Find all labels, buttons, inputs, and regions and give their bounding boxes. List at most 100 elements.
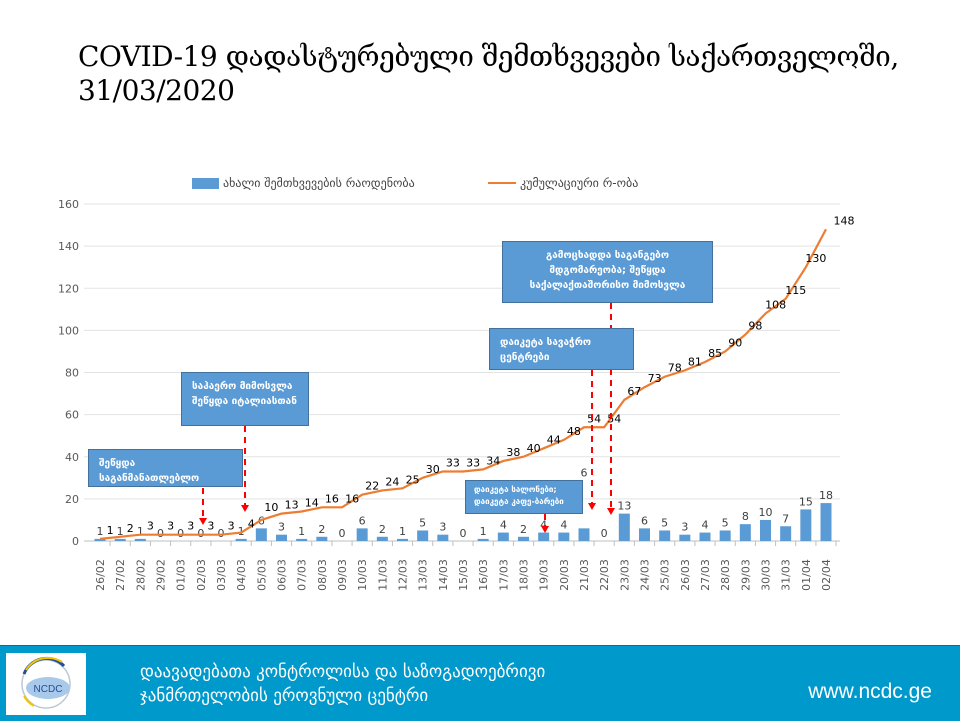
ncdc-logo: NCDC [6,653,86,715]
bar-value-label: 0 [339,527,346,540]
x-tick-label: 27/02 [114,559,127,591]
bar-value-label: 3 [278,521,285,534]
website-link[interactable]: www.ncdc.ge [808,680,932,703]
y-tick-label: 140 [58,240,79,253]
line-value-label: 67 [627,385,641,398]
bar-value-label: 1 [137,525,144,538]
bar [820,503,832,541]
bar [114,538,126,541]
bar [578,528,590,541]
bar [699,532,711,541]
x-tick-label: 08/03 [316,559,329,591]
x-tick-label: 10/03 [356,559,369,591]
svg-text:NCDC: NCDC [34,684,63,695]
bar [417,530,429,541]
line-value-label: 44 [547,433,561,446]
annotation-malls-closed: დაიკეტა სავაჭრო ცენტრები [489,328,634,370]
y-tick-label: 0 [72,535,79,548]
line-value-label: 90 [728,336,742,349]
bar [437,534,449,541]
bar [679,534,691,541]
arrow-head-icon [241,505,249,512]
line-value-label: 48 [567,425,581,438]
y-tick-label: 160 [58,198,79,211]
bar-value-label: 1 [298,525,305,538]
arrow-head-icon [199,518,207,525]
x-tick-label: 04/03 [235,559,248,591]
bar-value-label: 3 [681,521,688,534]
line-value-label: 30 [426,463,440,476]
bar-value-label: 5 [419,516,426,529]
line-value-label: 54 [587,412,601,425]
x-tick-label: 18/03 [518,559,531,591]
line-value-label: 108 [765,299,786,312]
legend-label: ახალი შემთხვევების რაოდენობა [223,176,415,190]
line-value-label: 3 [147,520,154,533]
bar-value-label: 15 [799,495,813,508]
bar-value-label: 4 [500,519,507,532]
x-tick-label: 11/03 [376,559,389,591]
bar [376,536,388,541]
x-tick-label: 13/03 [417,559,430,591]
bar-value-label: 5 [661,516,668,529]
x-tick-label: 31/03 [780,559,793,591]
bar-value-label: 2 [318,523,325,536]
arrow-head-icon [607,508,615,515]
x-tick-label: 28/03 [719,559,732,591]
org-name-line1: დაავადებათა კონტროლისა და საზოგადოებრივი [140,662,546,682]
legend-bar-swatch [192,177,219,189]
x-tick-label: 05/03 [255,559,268,591]
x-tick-label: 20/03 [558,559,571,591]
x-tick-label: 21/03 [578,559,591,591]
bar-value-label: 13 [617,500,631,513]
org-name: დაავადებათა კონტროლისა და საზოგადოებრივი… [140,660,545,708]
x-tick-label: 07/03 [296,559,309,591]
line-value-label: 33 [466,456,480,469]
line-value-label: 25 [406,473,420,486]
x-tick-label: 09/03 [336,559,349,591]
x-tick-label: 27/03 [699,559,712,591]
x-tick-label: 01/04 [800,559,813,591]
bar-value-label: 4 [540,519,547,532]
bar-value-label: 6 [641,514,648,527]
y-tick-label: 80 [65,367,79,380]
bar-value-label: 1 [117,525,124,538]
page-title: COVID-19 დადასტურებული შემთხვევები საქარ… [78,40,899,107]
bar-value-label: 0 [177,527,184,540]
y-tick-label: 100 [58,324,79,337]
bar-value-label: 1 [399,525,406,538]
line-value-label: 38 [506,446,520,459]
line-value-label: 24 [385,475,399,488]
arrow-head-icon [541,526,549,533]
x-tick-label: 22/03 [598,559,611,591]
annotation-italy-flights: საჰაერო მიმოსვლა შეწყდა იტალიასთან [181,372,309,426]
x-tick-label: 28/02 [134,559,147,591]
line-value-label: 54 [607,412,621,425]
x-tick-label: 26/02 [94,559,107,591]
bar [780,526,792,541]
x-tick-label: 06/03 [276,559,289,591]
bar-value-label: 6 [581,466,588,479]
bar-value-label: 8 [742,510,749,523]
x-tick-label: 23/03 [618,559,631,591]
bar [94,538,106,541]
line-value-label: 78 [668,362,682,375]
org-name-line2: ჯანმრთელობის ეროვნული ცენტრი [140,686,429,706]
x-tick-label: 03/03 [215,559,228,591]
bar-value-label: 2 [379,523,386,536]
bar [538,532,550,541]
bar [558,532,570,541]
bar-value-label: 2 [520,523,527,536]
line-value-label: 1 [107,524,114,537]
bar [800,509,812,541]
bar-value-label: 4 [702,519,709,532]
line-value-label: 10 [264,501,278,514]
bar-value-label: 0 [601,527,608,540]
line-value-label: 148 [834,214,855,227]
x-tick-label: 15/03 [457,559,470,591]
legend-label: კუმულაციური რ-ობა [520,176,639,190]
footer: NCDC დაავადებათა კონტროლისა და საზოგადოე… [0,645,960,721]
x-tick-label: 16/03 [477,559,490,591]
legend-line-swatch [488,182,516,184]
line-value-label: 3 [207,520,214,533]
